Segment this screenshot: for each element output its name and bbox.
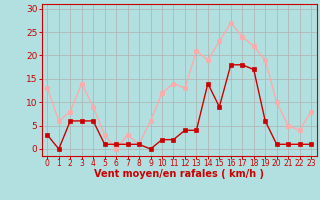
X-axis label: Vent moyen/en rafales ( km/h ): Vent moyen/en rafales ( km/h ) (94, 169, 264, 179)
